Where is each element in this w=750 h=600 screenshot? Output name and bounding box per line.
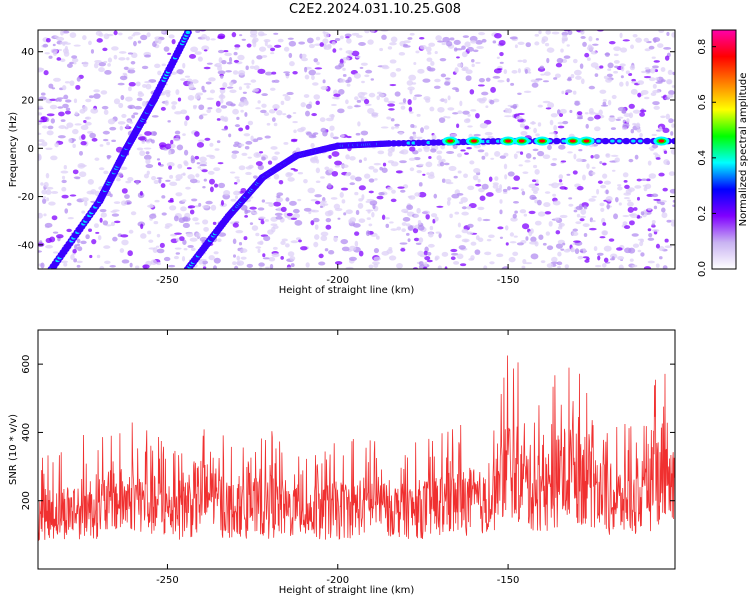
colorbar-bar — [711, 29, 737, 270]
y-tick-label: 40 — [21, 47, 34, 58]
x-axis-label: Height of straight line (km) — [279, 285, 415, 296]
colorbar-tick-label: 0.8 — [697, 39, 708, 55]
spectrogram-noise — [38, 30, 675, 269]
x-tick-label: -200 — [326, 275, 349, 286]
page-title: C2E2.2024.031.10.25.G08 — [288, 2, 462, 17]
colorbar-label: Normalized spectral amplitude — [738, 73, 749, 227]
snr-series-group — [38, 355, 675, 541]
signal-track-1 — [47, 30, 192, 269]
colorbar-tick-label: 0.6 — [697, 94, 708, 110]
y-axis-label: SNR (10 * v/v) — [8, 414, 19, 485]
y-tick-label: 400 — [21, 423, 32, 442]
colorbar: 0.0 0.2 0.4 0.6 0.8 Normalized spectral ampli… — [697, 29, 749, 277]
snr-series-line — [38, 355, 675, 541]
y-tick-label: 200 — [21, 491, 32, 510]
x-tick-label: -250 — [156, 275, 179, 286]
y-tick-label: -40 — [18, 240, 34, 251]
y-tick-label: 600 — [21, 355, 32, 374]
spectrogram-background — [38, 30, 675, 269]
spectrogram-frame — [37, 29, 676, 270]
snr-frame — [37, 329, 676, 570]
x-tick-label: -250 — [156, 575, 179, 586]
x-tick-label: -150 — [497, 575, 520, 586]
x-tick-label: -150 — [497, 275, 520, 286]
colorbar-tick-label: 0.2 — [697, 205, 708, 221]
snr-plot: -250 -200 -150 200 400 600 Height of straight … — [8, 329, 676, 596]
y-tick-label: 0 — [28, 144, 34, 155]
y-axis-label: Frequency (Hz) — [8, 112, 19, 188]
y-tick-label: 20 — [21, 96, 34, 107]
x-axis-label: Height of straight line (km) — [279, 585, 415, 596]
bright-spots — [442, 136, 670, 146]
colorbar-tick-label: 0.0 — [697, 261, 708, 277]
y-tick-label: -20 — [18, 192, 34, 203]
colorbar-tick-label: 0.4 — [697, 150, 708, 166]
x-tick-label: -200 — [326, 575, 349, 586]
